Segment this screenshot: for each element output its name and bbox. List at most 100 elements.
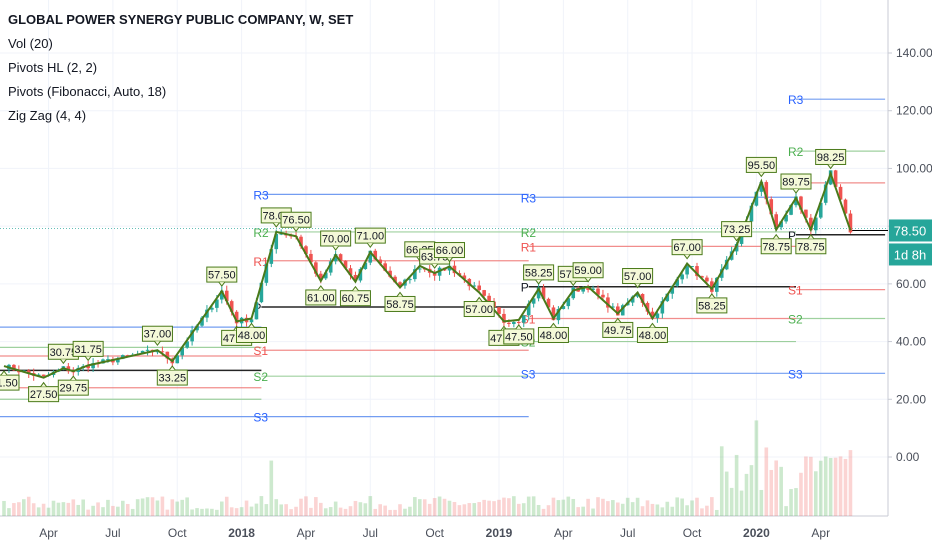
zigzag-label-pointer [634, 283, 641, 289]
volume-bar [96, 502, 100, 516]
candle-body [521, 315, 526, 323]
candle-body [620, 305, 625, 316]
volume-bar [427, 503, 432, 516]
volume-bar [437, 496, 442, 516]
candle-body [507, 322, 511, 324]
candle-body [809, 217, 813, 231]
volume-bar [630, 502, 635, 516]
volume-bar [779, 466, 783, 516]
candle-body [512, 322, 516, 324]
zigzag-label: 71.00 [357, 231, 385, 243]
volume-bar [249, 506, 254, 516]
pivot-label-p: P [521, 281, 529, 295]
zigzag-label-pointer [84, 356, 92, 362]
candle-body [452, 265, 457, 274]
candle-body [601, 294, 605, 298]
candle-body [784, 214, 788, 222]
indicator-volume[interactable]: Vol (20) [8, 36, 53, 51]
volume-bar [56, 502, 61, 516]
candle-body [759, 182, 764, 192]
candle-body [398, 282, 402, 286]
chart-legend: GLOBAL POWER SYNERGY PUBLIC COMPANY, W, … [8, 8, 353, 128]
volume-bar [823, 456, 828, 516]
candle-body [106, 359, 110, 361]
zigzag-label-pointer [292, 226, 300, 233]
candle-body [418, 268, 422, 270]
candle-body [408, 279, 412, 281]
volume-bar [125, 503, 130, 516]
volume-bar [234, 508, 239, 516]
volume-bar [843, 458, 848, 516]
indicator-zigzag[interactable]: Zig Zag (4, 4) [8, 108, 87, 123]
zigzag-label-pointer [332, 245, 340, 251]
candle-body [799, 196, 803, 210]
price-tick-label: 60.00 [896, 277, 926, 291]
volume-bar [299, 498, 303, 516]
volume-bar [645, 500, 650, 516]
pivot-label-r2: R2 [253, 226, 269, 240]
candle-body [328, 261, 333, 273]
zigzag-label-pointer [757, 172, 765, 178]
volume-bar [828, 457, 833, 516]
volume-bar [492, 501, 496, 516]
candle-body [571, 287, 576, 299]
volume-bar [715, 509, 719, 516]
volume-bar [210, 508, 214, 516]
zigzag-label-pointer [535, 279, 542, 285]
candle-body [229, 301, 234, 312]
zigzag-label-pointer [0, 370, 8, 376]
zigzag-label-pointer [772, 233, 780, 240]
indicator-pivots-fibonacci[interactable]: Pivots (Fibonacci, Auto, 18) [8, 84, 167, 99]
volume-bar [729, 487, 734, 516]
volume-bar [700, 508, 704, 516]
zigzag-label-pointer [614, 317, 622, 323]
volume-bar [160, 496, 165, 516]
indicator-pivots-hl[interactable]: Pivots HL (2, 2) [8, 60, 98, 75]
candle-body [502, 313, 506, 323]
candle-body [234, 311, 239, 324]
volume-bar [116, 506, 120, 516]
volume-bar [244, 500, 249, 516]
candle-body [814, 217, 818, 231]
volume-bar [502, 497, 506, 516]
zigzag-label: 98.25 [817, 152, 845, 164]
candle-body [665, 293, 670, 302]
volume-bar [457, 505, 462, 516]
candle-body [195, 325, 199, 331]
volume-bar [739, 490, 744, 516]
candle-body [269, 249, 274, 264]
time-tick-label: Oct [683, 526, 702, 540]
zigzag-label-pointer [792, 188, 800, 194]
pivot-label-s2: S2 [788, 312, 803, 326]
candle-body [487, 295, 491, 302]
volume-bar [101, 507, 105, 516]
candles [7, 169, 853, 381]
volume-bar [447, 500, 452, 516]
candle-body [754, 191, 759, 206]
volume-bar [764, 447, 769, 516]
volume-bar [566, 496, 571, 516]
candle-body [279, 233, 283, 235]
zigzag-label-pointer [584, 277, 592, 283]
zigzag-label-pointer [569, 281, 577, 287]
volume-bar [279, 504, 283, 516]
candle-body [531, 298, 536, 304]
volume-bar [462, 504, 467, 516]
volume-bar [531, 496, 536, 516]
candle-body [828, 170, 833, 185]
volume-bar [640, 506, 645, 516]
volume-bar [294, 506, 298, 516]
volume-bar [418, 499, 422, 516]
volume-bar [818, 460, 823, 516]
zigzag-label: 48.00 [238, 330, 266, 342]
volume-bar [685, 505, 689, 516]
candle-body [125, 355, 130, 357]
candle-body [635, 293, 640, 297]
volume-bar [145, 497, 150, 516]
volume-bar [695, 497, 699, 516]
candle-body [710, 281, 714, 292]
candle-body [660, 301, 665, 314]
candle-body [655, 313, 660, 319]
volume-bar [680, 498, 684, 516]
